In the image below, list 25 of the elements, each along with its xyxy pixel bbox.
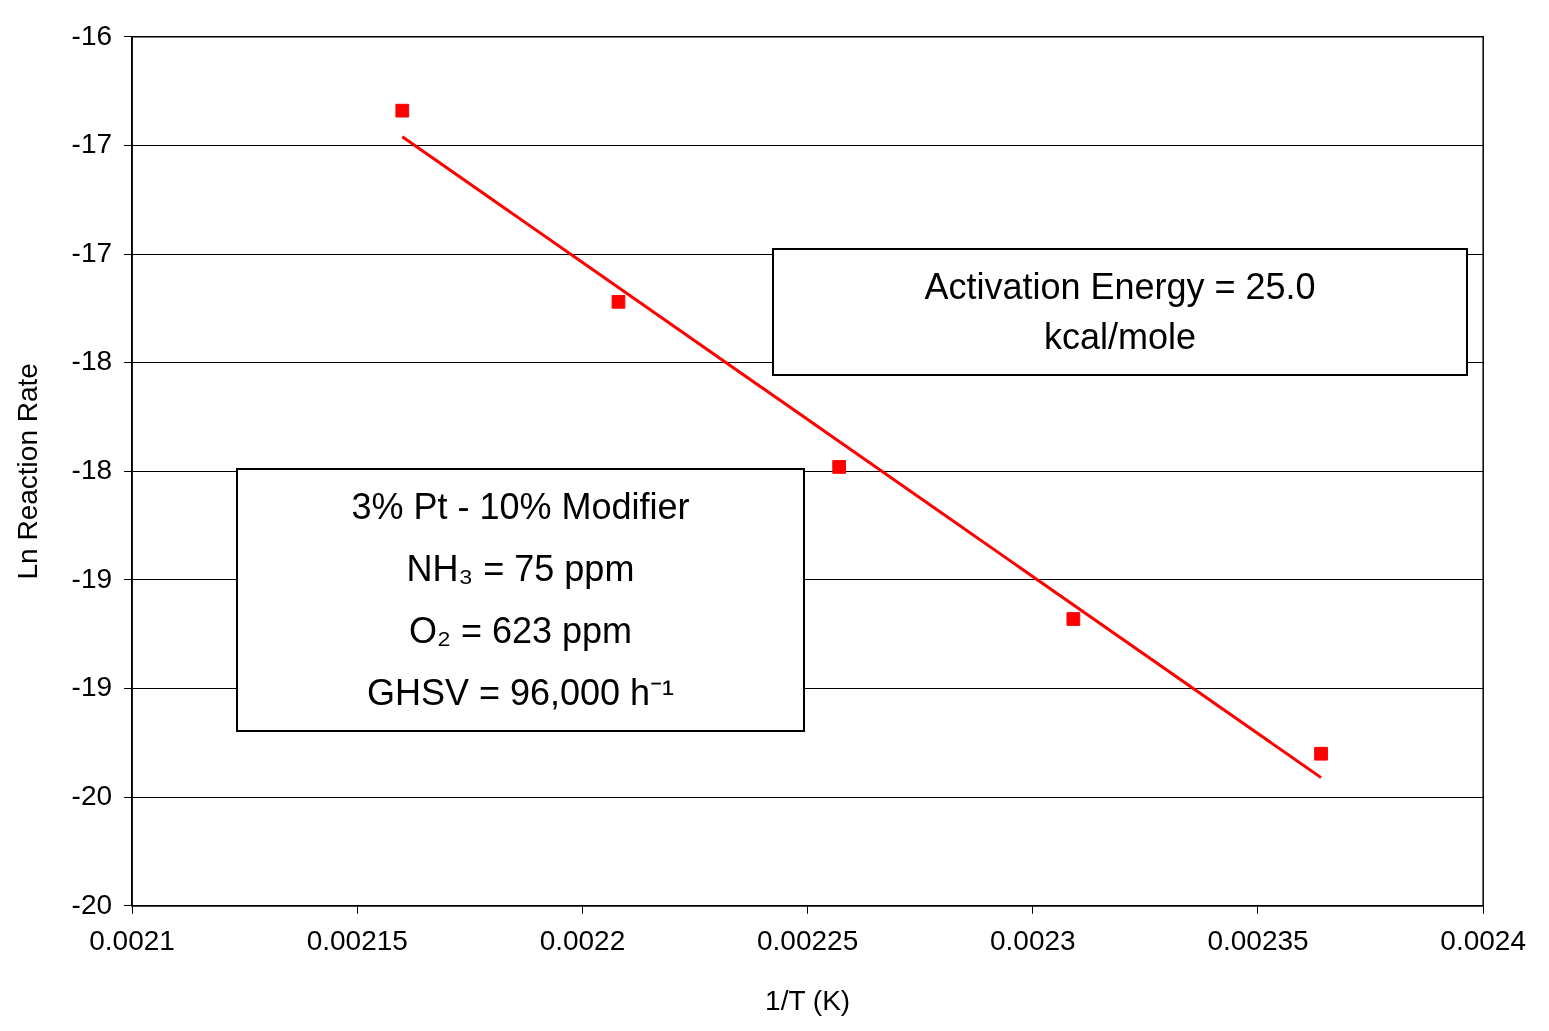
point [1314, 746, 1328, 761]
y-tick-label: -19 [71, 671, 113, 703]
y-tick-label: -16 [71, 19, 113, 51]
y-tick-label: -20 [71, 888, 113, 920]
x-tick-label: 0.00215 [306, 925, 408, 957]
note-box: Activation Energy = 25.0 kcal/mole [772, 248, 1468, 376]
y-tick-label: -18 [71, 454, 113, 486]
x-tick-label: 0.0023 [989, 925, 1076, 957]
x-tick-label: 0.00235 [1207, 925, 1309, 957]
x-tick-label: 0.00225 [757, 925, 859, 957]
point [1066, 612, 1081, 626]
note-box: 3% Pt - 10% Modifier NH₃ = 75 ppm O₂ = 623 ppm GHSV = 96,000 h⁻¹ [236, 468, 805, 732]
x-axis-title: 1/T (K) [765, 984, 851, 1016]
point [611, 294, 626, 309]
x-tick-label: 0.0024 [1440, 925, 1526, 957]
y-tick-label: -20 [71, 779, 113, 811]
y-tick-label: -19 [71, 562, 113, 594]
y-axis-title: Ln Reaction Rate [11, 363, 43, 580]
y-tick-label: -17 [71, 236, 113, 268]
point [395, 103, 410, 118]
y-tick-label: -17 [71, 128, 113, 160]
point [832, 460, 847, 474]
y-tick-label: -18 [71, 345, 113, 377]
x-tick-label: 0.0021 [89, 925, 175, 957]
x-tick-label: 0.0022 [539, 925, 626, 957]
